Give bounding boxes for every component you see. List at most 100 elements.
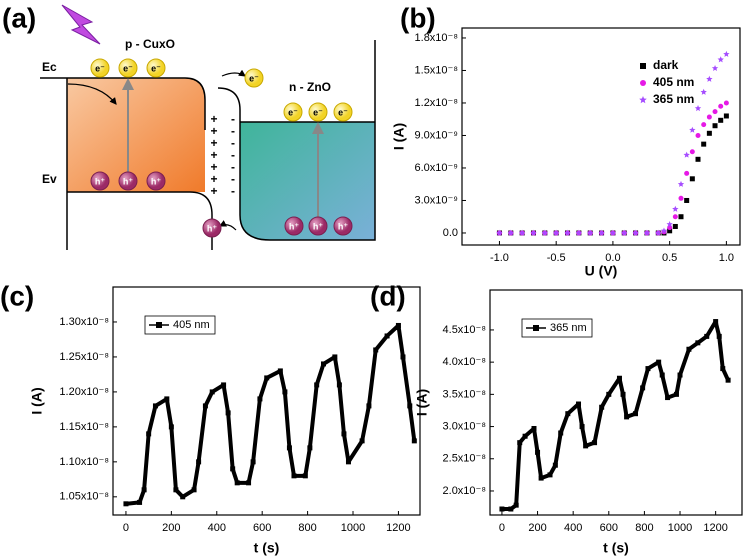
electron-circle xyxy=(90,58,110,78)
legend-label: 405 nm xyxy=(173,319,210,331)
arrow xyxy=(67,83,117,105)
marker xyxy=(695,132,701,138)
plus-charge: + xyxy=(210,112,217,126)
x-tick-label: 0 xyxy=(499,522,505,534)
y-tick-label: 1.10x10⁻⁸ xyxy=(59,456,109,468)
marker xyxy=(677,180,685,187)
x-tick-label: 600 xyxy=(600,522,618,534)
marker xyxy=(530,229,537,236)
marker xyxy=(395,322,401,328)
plot-frame xyxy=(112,286,421,516)
hole-label: h⁺ xyxy=(313,221,323,231)
light-bolt xyxy=(61,4,101,45)
y-tick-label: 6.0x10⁻⁹ xyxy=(414,162,458,174)
x-tick-label: 600 xyxy=(253,522,271,534)
y-tick-label: 9.0x10⁻⁹ xyxy=(414,129,458,141)
y-tick-label: 1.30x10⁻⁸ xyxy=(59,316,109,328)
minus-charge: - xyxy=(231,148,235,162)
hole-circle xyxy=(90,171,110,191)
hole: h⁺ xyxy=(333,216,353,236)
marker xyxy=(264,375,270,381)
electron: e⁻ xyxy=(333,102,353,122)
marker xyxy=(660,227,668,234)
marker xyxy=(701,122,707,128)
y-tick-label: 1.05x10⁻⁸ xyxy=(59,491,109,503)
marker xyxy=(695,156,701,162)
marker xyxy=(684,197,690,203)
electron: e⁻ xyxy=(308,102,328,122)
marker xyxy=(411,438,417,444)
marker xyxy=(672,223,678,229)
electron-circle xyxy=(146,58,166,78)
marker xyxy=(522,433,528,439)
hole-label: h⁺ xyxy=(207,223,217,233)
marker xyxy=(552,462,558,468)
marker xyxy=(678,214,684,220)
marker xyxy=(565,411,571,417)
electron-label: e⁻ xyxy=(249,73,259,83)
minus-charge: - xyxy=(231,160,235,174)
electron: e⁻ xyxy=(146,58,166,78)
plot-frame xyxy=(489,289,743,516)
hole-circle xyxy=(118,171,138,191)
marker xyxy=(535,449,541,455)
marker xyxy=(592,440,598,446)
marker xyxy=(583,443,589,449)
marker xyxy=(720,366,726,372)
marker xyxy=(234,480,240,486)
x-tick-label: 0.0 xyxy=(605,252,620,264)
y-tick-label: 3.0x10⁻⁹ xyxy=(414,194,458,206)
marker xyxy=(678,195,684,201)
marker xyxy=(645,366,651,372)
y-axis-label: I (A) xyxy=(29,387,45,414)
marker xyxy=(643,229,651,236)
electron-label: e⁻ xyxy=(288,107,298,117)
legend-marker xyxy=(156,322,162,328)
series-line xyxy=(501,319,730,512)
legend-label: 405 nm xyxy=(653,75,694,89)
marker xyxy=(146,431,152,437)
marker xyxy=(286,445,292,451)
marker xyxy=(620,391,626,397)
p-label: p - CuxO xyxy=(125,37,175,51)
electron: e⁻ xyxy=(90,58,110,78)
marker xyxy=(320,361,326,367)
marker xyxy=(517,440,523,446)
x-tick-label: 1000 xyxy=(668,522,692,534)
hole-label: h⁺ xyxy=(338,221,348,231)
hole-circle xyxy=(333,216,353,236)
marker xyxy=(689,176,695,182)
x-tick-label: 1200 xyxy=(703,522,727,534)
marker xyxy=(359,438,365,444)
marker xyxy=(277,368,283,374)
marker xyxy=(225,410,231,416)
x-tick-label: -1.0 xyxy=(490,252,509,264)
legend-label: dark xyxy=(653,58,679,72)
y-tick-label: 2.0x10⁻⁸ xyxy=(443,485,486,497)
minus-charge: - xyxy=(231,136,235,150)
marker xyxy=(507,229,514,236)
marker xyxy=(302,473,308,479)
ec-label: Ec xyxy=(42,60,57,74)
hole: h⁺ xyxy=(308,216,328,236)
marker xyxy=(672,214,678,220)
marker xyxy=(632,229,639,236)
marker xyxy=(640,385,646,391)
plus-charge: + xyxy=(210,184,217,198)
electron: e⁻ xyxy=(283,102,303,122)
marker xyxy=(257,396,263,402)
marker xyxy=(164,396,170,402)
legend-marker xyxy=(639,96,647,104)
marker xyxy=(152,403,158,409)
marker xyxy=(373,347,379,353)
plus-charge: + xyxy=(210,148,217,162)
plot-frame xyxy=(461,27,741,246)
marker xyxy=(508,506,514,512)
marker xyxy=(196,459,202,465)
electron: e⁻ xyxy=(244,68,264,88)
hole-circle xyxy=(284,216,304,236)
ev-line xyxy=(66,78,213,250)
marker xyxy=(366,403,372,409)
marker xyxy=(606,391,612,397)
